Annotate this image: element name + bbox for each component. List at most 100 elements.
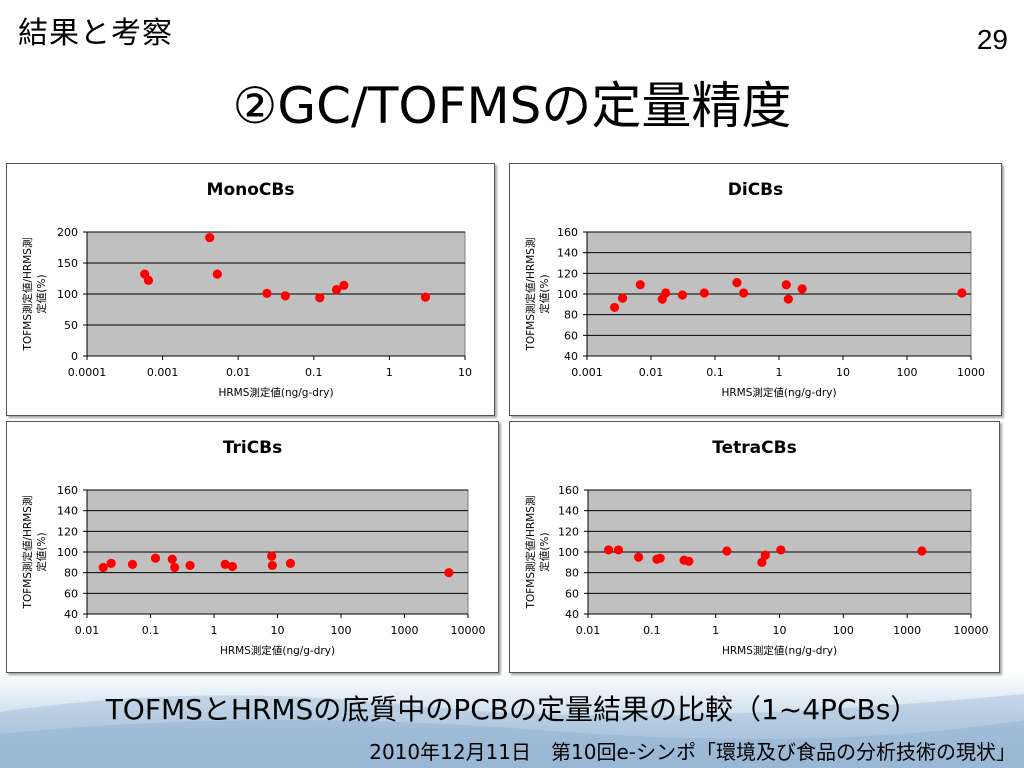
x-tick-label: 10000 <box>954 624 989 637</box>
data-point <box>267 551 277 561</box>
data-point <box>285 558 296 568</box>
x-tick-label: 1000 <box>957 366 985 379</box>
chart-title: TetraCBs <box>712 438 796 458</box>
y-tick-label: 160 <box>557 226 578 239</box>
data-point <box>267 560 277 571</box>
data-point <box>227 561 238 572</box>
y-tick-label: 80 <box>64 567 78 580</box>
y-axis-label: TOFMS測定値/HRMS測 <box>21 238 34 352</box>
slide-title: ②GC/TOFMSの定量精度 <box>232 77 792 135</box>
x-tick-label: 10 <box>458 366 472 379</box>
wave-decoration <box>0 694 1024 768</box>
x-tick-label: 100 <box>331 624 352 637</box>
x-tick-label: 10 <box>773 624 787 637</box>
x-tick-label: 1 <box>712 624 719 637</box>
chart-title: MonoCBs <box>207 180 295 200</box>
slide-caption: TOFMSとHRMSの底質中のPCBの定量結果の比較（1~4PCBs） <box>105 693 919 726</box>
data-point <box>315 293 325 303</box>
chart-title: TriCBs <box>223 438 283 458</box>
scatter-chart-dicbs: DiCBs 40 60 80 100 120 140 160 0.001 0.01 0.1 1 10 10… <box>524 180 985 399</box>
data-point <box>420 292 431 302</box>
y-tick-label: 100 <box>558 546 579 559</box>
x-tick-label: 0.0001 <box>68 366 107 379</box>
y-tick-label: 40 <box>565 608 579 621</box>
scatter-chart-tetracbs: TetraCBs 40 60 80 100 120 140 160 0.01 0.1 1 10 100 1… <box>524 438 989 657</box>
y-tick-label: 100 <box>557 288 578 301</box>
y-tick-label: 140 <box>558 505 579 518</box>
data-point <box>150 553 161 563</box>
data-point <box>603 545 614 555</box>
data-point <box>444 568 454 578</box>
y-tick-label: 120 <box>57 525 78 538</box>
y-tick-label: 120 <box>557 267 578 280</box>
y-tick-label: 100 <box>57 546 78 559</box>
y-axis-label: 定値(%) <box>538 274 551 313</box>
x-tick-label: 0.1 <box>142 624 160 637</box>
y-axis-label: TOFMS測定値/HRMS測 <box>21 496 34 610</box>
x-tick-label: 0.01 <box>639 366 664 379</box>
y-tick-label: 100 <box>57 288 78 301</box>
chart-panel-tricbs: TriCBs 40 60 80 100 120 140 160 0.01 0.1 1 10 100 100… <box>6 421 499 673</box>
x-tick-label: 10 <box>836 366 850 379</box>
x-axis-label: HRMS測定値(ng/g-dry) <box>218 386 333 399</box>
y-tick-label: 60 <box>64 587 78 600</box>
data-point <box>610 302 620 313</box>
y-tick-label: 50 <box>64 319 78 332</box>
data-point <box>633 552 644 562</box>
data-point <box>783 294 793 304</box>
x-axis-label: HRMS測定値(ng/g-dry) <box>220 644 335 657</box>
y-axis-label: TOFMS測定値/HRMS測 <box>524 496 537 610</box>
chart-panel-monocbs: MonoCBs 0 50 100 150 200 0.0001 0.001 0.01 0.1 1 10… <box>6 163 495 416</box>
data-point <box>613 545 624 555</box>
footer-event-text: 2010年12月11日 第10回e-シンポ「環境及び食品の分析技術の現状」 <box>369 740 1016 764</box>
data-point <box>127 559 138 569</box>
data-point <box>797 284 807 294</box>
x-tick-label: 100 <box>897 366 918 379</box>
data-point <box>760 550 770 560</box>
data-point <box>220 559 230 569</box>
x-tick-label: 1000 <box>893 624 921 637</box>
data-point <box>722 546 732 556</box>
chart-title: DiCBs <box>728 180 784 200</box>
page-number: 29 <box>976 24 1008 55</box>
x-tick-label: 0.001 <box>147 366 179 379</box>
section-label: 結果と考察 <box>18 16 173 51</box>
chart-panel-tetracbs: TetraCBs 40 60 80 100 120 140 160 0.01 0.1 1 10 100 1… <box>509 421 1000 673</box>
x-tick-label: 1000 <box>391 624 419 637</box>
x-tick-label: 0.1 <box>706 366 724 379</box>
data-point <box>732 278 742 288</box>
y-tick-label: 60 <box>564 329 578 342</box>
y-tick-label: 60 <box>565 587 579 600</box>
y-tick-label: 160 <box>558 484 579 497</box>
y-tick-label: 80 <box>564 309 578 322</box>
data-point <box>262 288 272 298</box>
data-point <box>167 554 177 564</box>
data-point <box>618 293 628 303</box>
y-tick-label: 140 <box>557 247 578 260</box>
x-tick-label: 1 <box>211 624 218 637</box>
data-point <box>957 288 967 298</box>
data-point <box>98 562 108 573</box>
data-point <box>635 280 645 290</box>
data-point <box>106 558 116 568</box>
data-point <box>143 275 154 285</box>
y-tick-label: 40 <box>564 350 578 363</box>
y-tick-label: 120 <box>558 525 579 538</box>
x-tick-label: 0.1 <box>643 624 661 637</box>
y-tick-label: 0 <box>71 350 78 363</box>
data-point <box>185 560 195 571</box>
scatter-chart-tricbs: TriCBs 40 60 80 100 120 140 160 0.01 0.1 1 10 100 100… <box>21 438 486 657</box>
x-tick-label: 0.01 <box>576 624 601 637</box>
data-point <box>212 269 222 279</box>
y-tick-label: 160 <box>57 484 78 497</box>
y-tick-label: 80 <box>565 567 579 580</box>
data-point <box>684 556 694 566</box>
data-point <box>781 280 791 290</box>
x-tick-label: 10 <box>271 624 285 637</box>
data-point <box>655 553 665 563</box>
x-tick-label: 0.1 <box>305 366 323 379</box>
y-tick-label: 200 <box>57 226 78 239</box>
data-point <box>331 285 342 295</box>
chart-panel-dicbs: DiCBs 40 60 80 100 120 140 160 0.001 0.01 0.1 1 10 10… <box>509 163 1002 416</box>
y-axis-label: TOFMS測定値/HRMS測 <box>524 238 537 352</box>
